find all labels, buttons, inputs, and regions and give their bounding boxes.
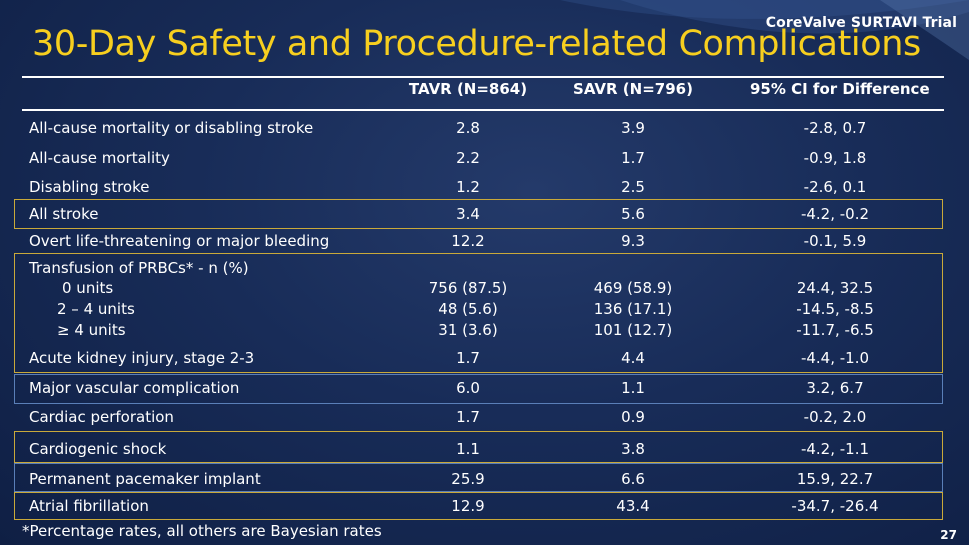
footnote: *Percentage rates, all others are Bayesi… xyxy=(22,522,382,540)
highlight-box-all-stroke xyxy=(14,199,943,229)
tavr-value: 1.1 xyxy=(456,440,480,458)
highlight-box-transfusion-aki xyxy=(14,253,943,373)
savr-value: 3.8 xyxy=(621,440,645,458)
table-row: All-cause mortality or disabling stroke … xyxy=(0,117,969,139)
row-label: All stroke xyxy=(29,205,99,223)
savr-value: 469 (58.9) xyxy=(593,279,673,297)
ci-value: -0.1, 5.9 xyxy=(803,232,867,250)
ci-value: -2.8, 0.7 xyxy=(803,119,867,137)
tavr-value: 48 (5.6) xyxy=(438,300,498,318)
tavr-value: 31 (3.6) xyxy=(438,321,498,339)
table-row: 2 – 4 units 48 (5.6) 136 (17.1) -14.5, -… xyxy=(0,298,969,320)
ci-value: 15.9, 22.7 xyxy=(796,470,874,488)
tavr-value: 12.9 xyxy=(451,497,485,515)
savr-value: 3.9 xyxy=(621,119,645,137)
table-row: All stroke 3.4 5.6 -4.2, -0.2 xyxy=(0,203,969,225)
ci-value: -2.6, 0.1 xyxy=(803,178,867,196)
tavr-value: 2.2 xyxy=(456,149,480,167)
row-label: Cardiogenic shock xyxy=(29,440,167,458)
highlight-box-vascular xyxy=(14,374,943,404)
tavr-value: 2.8 xyxy=(456,119,480,137)
column-header-ci: 95% CI for Difference xyxy=(750,80,930,98)
savr-value: 1.1 xyxy=(621,379,645,397)
column-header-tavr: TAVR (N=864) xyxy=(408,80,528,98)
row-label: Transfusion of PRBCs* - n (%) xyxy=(29,259,249,277)
savr-value: 0.9 xyxy=(621,408,645,426)
savr-value: 5.6 xyxy=(621,205,645,223)
savr-value: 9.3 xyxy=(621,232,645,250)
tavr-value: 1.2 xyxy=(456,178,480,196)
row-label: Acute kidney injury, stage 2-3 xyxy=(29,349,255,367)
ci-value: -4.2, -1.1 xyxy=(800,440,870,458)
highlight-box-afib xyxy=(14,492,943,520)
table-row: Cardiac perforation 1.7 0.9 -0.2, 2.0 xyxy=(0,406,969,428)
row-label: Overt life-threatening or major bleeding xyxy=(29,232,330,250)
savr-value: 136 (17.1) xyxy=(593,300,673,318)
savr-value: 101 (12.7) xyxy=(593,321,673,339)
ci-value: -4.4, -1.0 xyxy=(800,349,870,367)
table-row: Acute kidney injury, stage 2-3 1.7 4.4 -… xyxy=(0,347,969,369)
header-top-rule xyxy=(22,76,944,78)
tavr-value: 1.7 xyxy=(456,349,480,367)
row-label: Major vascular complication xyxy=(29,379,240,397)
savr-value: 6.6 xyxy=(621,470,645,488)
tavr-value: 1.7 xyxy=(456,408,480,426)
ci-value: 3.2, 6.7 xyxy=(806,379,864,397)
highlight-box-cardiogenic-shock xyxy=(14,431,943,463)
ci-value: -4.2, -0.2 xyxy=(800,205,870,223)
page-number: 27 xyxy=(940,528,957,542)
header-bottom-rule xyxy=(22,109,944,111)
slide-title: 30-Day Safety and Procedure-related Comp… xyxy=(32,24,921,64)
ci-value: -11.7, -6.5 xyxy=(796,321,874,339)
savr-value: 2.5 xyxy=(621,178,645,196)
tavr-value: 3.4 xyxy=(456,205,480,223)
row-label: All-cause mortality or disabling stroke xyxy=(29,119,314,137)
row-label: All-cause mortality xyxy=(29,149,170,167)
table-row: Cardiogenic shock 1.1 3.8 -4.2, -1.1 xyxy=(0,438,969,460)
savr-value: 43.4 xyxy=(616,497,650,515)
highlight-box-pacemaker xyxy=(14,463,943,492)
table-row: 0 units 756 (87.5) 469 (58.9) 24.4, 32.5 xyxy=(0,277,969,299)
tavr-value: 756 (87.5) xyxy=(428,279,508,297)
ci-value: -0.9, 1.8 xyxy=(803,149,867,167)
row-label: 2 – 4 units xyxy=(57,300,135,318)
table-row: All-cause mortality 2.2 1.7 -0.9, 1.8 xyxy=(0,147,969,169)
column-header-savr: SAVR (N=796) xyxy=(573,80,693,98)
row-label: Atrial fibrillation xyxy=(29,497,149,515)
table-row: Permanent pacemaker implant 25.9 6.6 15.… xyxy=(0,468,969,490)
tavr-value: 25.9 xyxy=(451,470,485,488)
table-row: Major vascular complication 6.0 1.1 3.2,… xyxy=(0,377,969,399)
row-label: Disabling stroke xyxy=(29,178,150,196)
row-label: 0 units xyxy=(62,279,114,297)
row-label: Permanent pacemaker implant xyxy=(29,470,261,488)
ci-value: -0.2, 2.0 xyxy=(803,408,867,426)
ci-value: 24.4, 32.5 xyxy=(796,279,874,297)
tavr-value: 12.2 xyxy=(451,232,485,250)
ci-value: -14.5, -8.5 xyxy=(796,300,874,318)
row-label: ≥ 4 units xyxy=(57,321,126,339)
table-row: ≥ 4 units 31 (3.6) 101 (12.7) -11.7, -6.… xyxy=(0,319,969,341)
tavr-value: 6.0 xyxy=(456,379,480,397)
row-label: Cardiac perforation xyxy=(29,408,174,426)
table-row: Overt life-threatening or major bleeding… xyxy=(0,230,969,252)
savr-value: 4.4 xyxy=(621,349,645,367)
table-row: Atrial fibrillation 12.9 43.4 -34.7, -26… xyxy=(0,495,969,517)
trial-name: CoreValve SURTAVI Trial xyxy=(765,15,957,31)
table-header: TAVR (N=864) SAVR (N=796) 95% CI for Dif… xyxy=(0,80,969,102)
savr-value: 1.7 xyxy=(621,149,645,167)
table-row: Disabling stroke 1.2 2.5 -2.6, 0.1 xyxy=(0,176,969,198)
ci-value: -34.7, -26.4 xyxy=(791,497,879,515)
table-row: Transfusion of PRBCs* - n (%) xyxy=(0,257,969,279)
